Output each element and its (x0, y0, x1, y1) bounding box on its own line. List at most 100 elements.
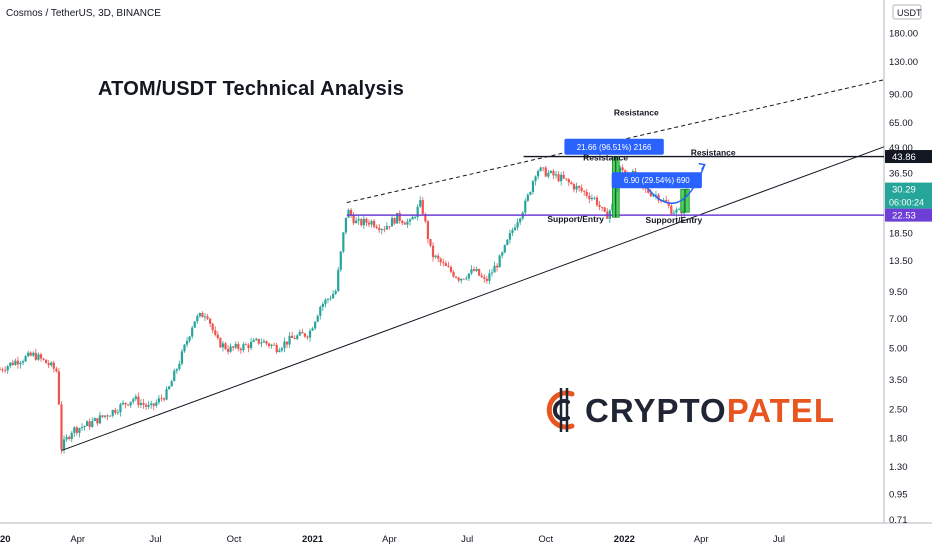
candle-body (11, 362, 14, 365)
candle-body (575, 186, 578, 190)
candle-body (493, 265, 496, 273)
candle-body (168, 386, 171, 390)
candle-body (501, 252, 504, 256)
candle-body (524, 200, 527, 213)
candle-body (103, 415, 107, 417)
annotation-label: Resistance (691, 147, 736, 157)
candle-body (0, 369, 2, 371)
measure-callout-box (611, 172, 702, 189)
candle-body (416, 206, 419, 218)
candle-body (1, 369, 4, 371)
candle-body (419, 200, 422, 207)
y-tick-label: 18.50 (889, 228, 913, 239)
candle-body (357, 219, 360, 221)
candle-body (109, 415, 112, 417)
candle-body (273, 344, 276, 346)
candle-body (324, 299, 327, 305)
candle-body (147, 405, 150, 407)
candle-body (250, 341, 253, 349)
candle-body (618, 167, 622, 175)
candle-body (165, 389, 168, 400)
candle-body (665, 200, 668, 203)
candle-body (308, 330, 312, 338)
candle-body (301, 331, 304, 334)
candle-body (590, 197, 593, 200)
candle-body (98, 415, 102, 424)
candle-body (160, 398, 163, 400)
candle-body (557, 174, 560, 182)
candle-body (242, 344, 245, 351)
candle-body (142, 403, 145, 405)
candle-body (513, 227, 517, 231)
candle-body (137, 396, 140, 405)
candle-body (178, 363, 181, 370)
bitcoin-logo-icon (546, 388, 575, 432)
candle-body (75, 427, 78, 433)
candle-body (365, 218, 368, 223)
candle-body (462, 278, 465, 280)
candle-body (411, 217, 414, 220)
candle-body (111, 409, 114, 416)
price-badge (885, 208, 932, 222)
candle-body (413, 217, 417, 218)
brand-part-1: CRYPTO (585, 392, 727, 429)
candle-body (554, 174, 558, 176)
y-tick-label: 13.50 (889, 256, 913, 267)
candle-body (134, 396, 137, 400)
candle-body (529, 191, 532, 195)
candle-body (234, 343, 237, 348)
candle-body (572, 184, 576, 190)
candle-body (19, 362, 22, 365)
candle-body (93, 418, 96, 422)
candle-body (375, 226, 378, 229)
candle-body (334, 291, 337, 294)
candle-body (516, 222, 519, 228)
x-tick-label: Jul (149, 534, 161, 545)
candle-body (593, 197, 596, 199)
candle-body (385, 226, 389, 230)
candle-body (175, 369, 178, 371)
annotation-label: Resistance (614, 107, 659, 117)
candle-body (508, 233, 512, 240)
candle-body (224, 343, 227, 350)
candle-body (536, 171, 540, 177)
candle-body (567, 179, 570, 183)
candle-body (244, 344, 248, 345)
candle-body (429, 238, 432, 246)
annotation-label: Support/Entry (547, 214, 604, 224)
y-tick-label: 3.50 (889, 375, 908, 386)
candle-body (275, 345, 278, 353)
chart-title: ATOM/USDT Technical Analysis (98, 78, 405, 100)
candle-body (121, 402, 125, 405)
candle-body (408, 219, 412, 222)
candle-body (29, 352, 32, 356)
candle-body (654, 194, 658, 196)
candle-body (39, 354, 43, 359)
candle-body (621, 167, 624, 171)
candle-body (588, 195, 591, 200)
candle-body (352, 215, 355, 224)
candle-body (232, 346, 235, 348)
candle-body (83, 425, 86, 428)
countdown-label: 06:00:24 (889, 198, 924, 208)
candle-body (624, 170, 627, 174)
candle-body (526, 194, 529, 201)
price-badge-label: 43.86 (892, 152, 916, 163)
candle-body (14, 360, 17, 365)
candle-body (355, 220, 358, 224)
candle-body (170, 381, 173, 387)
candle-body (288, 335, 291, 345)
candle-body (421, 200, 424, 214)
candle-body (311, 328, 314, 331)
candle-body (252, 339, 255, 342)
x-tick-label: 2022 (614, 534, 635, 545)
x-tick-label: Jul (773, 534, 785, 545)
candle-body (114, 409, 117, 413)
candle-body (173, 370, 176, 382)
candle-body (434, 255, 437, 258)
candle-body (349, 209, 353, 216)
y-tick-label: 2.50 (889, 404, 908, 415)
candle-body (34, 352, 37, 360)
price-badge (885, 182, 932, 209)
